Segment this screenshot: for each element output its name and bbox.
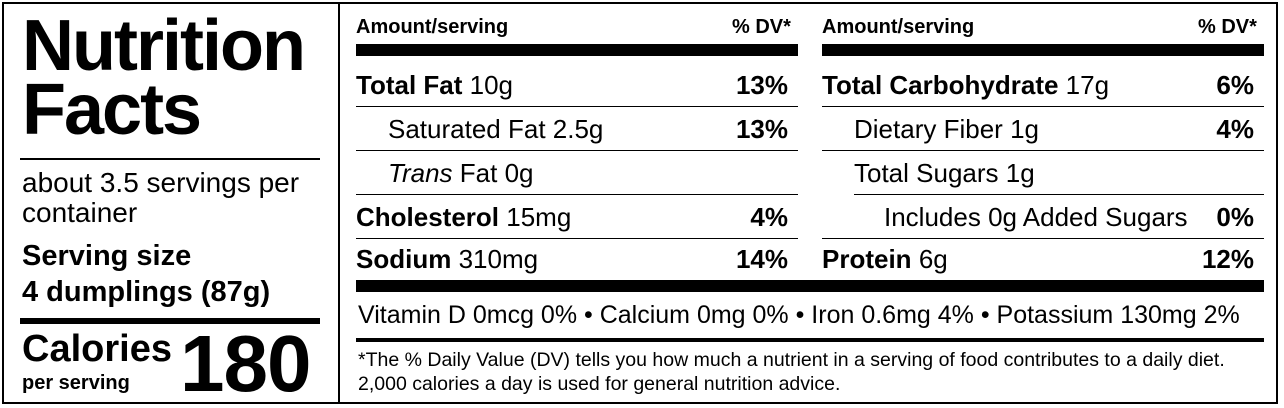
nutrient-total-sugars: Total Sugars 1g <box>854 158 1035 188</box>
row-divider <box>822 238 1264 239</box>
nutrients-bottom-bar <box>356 280 1264 292</box>
nutrient-added-sugars: Includes 0g Added Sugars <box>884 202 1188 232</box>
serving-size-label: Serving size <box>22 240 192 272</box>
dv-header-left: % DV* <box>732 16 791 38</box>
row-divider <box>356 238 798 239</box>
row-divider <box>356 194 798 195</box>
dv-sodium: 14% <box>735 244 788 274</box>
row-divider <box>356 106 798 107</box>
nutrient-total-fat: Total Fat 10g <box>356 70 514 100</box>
label-title: Nutrition Facts <box>22 6 306 150</box>
daily-value-footnote: *The % Daily Value (DV) tells you how mu… <box>358 349 1225 395</box>
nutrition-label: Nutrition Facts about 3.5 servings per c… <box>2 2 1278 404</box>
calories-value: 180 <box>180 319 311 408</box>
dv-added-sugars: 0% <box>1216 202 1254 232</box>
dv-total-fat: 13% <box>735 70 788 100</box>
nutrient-total-carbohydrate: Total Carbohydrate 17g <box>822 70 1110 100</box>
dv-protein: 12% <box>1201 244 1254 274</box>
nutrient-dietary-fiber: Dietary Fiber 1g <box>854 114 1039 144</box>
dv-saturated-fat: 13% <box>735 114 788 144</box>
vitamins-minerals-line: Vitamin D 0mcg 0% • Calcium 0mg 0% • Iro… <box>358 301 1240 329</box>
vitamins-divider <box>356 338 1264 342</box>
row-divider <box>854 194 1264 195</box>
row-divider <box>822 106 1264 107</box>
calories-label: Calories <box>22 328 172 370</box>
nutrient-protein: Protein 6g <box>822 244 948 274</box>
nutrient-sodium: Sodium 310mg <box>356 244 539 274</box>
header-bar-left <box>356 44 798 56</box>
serving-size-value: 4 dumplings (87g) <box>22 276 271 308</box>
nutrient-saturated-fat: Saturated Fat 2.5g <box>388 114 604 144</box>
dv-header-right: % DV* <box>1198 16 1257 38</box>
dv-dietary-fiber: 4% <box>1216 114 1254 144</box>
row-divider <box>356 150 798 151</box>
calories-per-serving: per serving <box>22 372 130 394</box>
nutrient-cholesterol: Cholesterol 15mg <box>356 202 572 232</box>
dv-cholesterol: 4% <box>750 202 788 232</box>
header-bar-right <box>822 44 1264 56</box>
vertical-divider <box>338 4 340 402</box>
divider-thin <box>20 158 320 160</box>
divider-thick <box>20 318 320 324</box>
servings-per-container: about 3.5 servings per container <box>22 167 300 228</box>
amount-header-right: Amount/serving <box>822 16 975 38</box>
amount-header-left: Amount/serving <box>356 16 509 38</box>
row-divider <box>822 150 1264 151</box>
nutrient-trans-fat: Trans Fat 0g <box>388 158 534 188</box>
dv-total-carbohydrate: 6% <box>1216 70 1254 100</box>
